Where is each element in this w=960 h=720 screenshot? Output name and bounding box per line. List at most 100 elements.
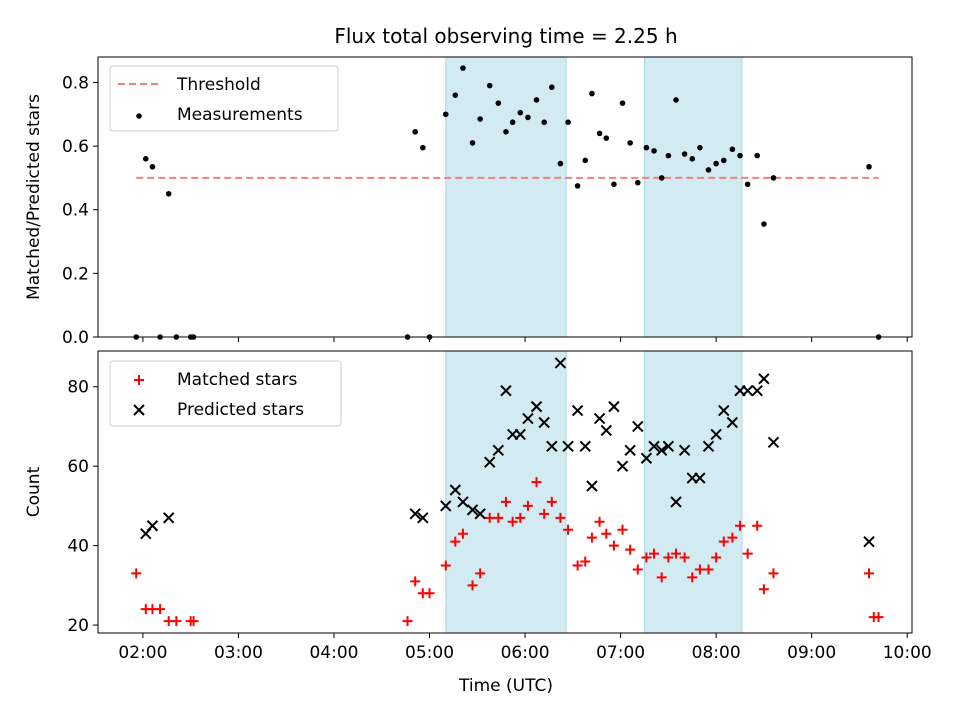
shaded-region [643,350,743,634]
measurement-point [565,119,571,126]
measurement-point [611,181,617,188]
x-tick-label: 07:00 [596,643,645,663]
top-y-axis-label: Matched/Predicted stars [24,94,44,300]
x-axis-label: Time (UTC) [458,676,553,696]
matched-star-point [586,532,597,543]
predicted-star-point [530,400,543,413]
chart-title: Flux total observing time = 2.25 h [334,24,677,48]
x-tick-label: 04:00 [309,643,358,663]
matched-star-point [457,528,468,539]
predicted-star-point [554,357,567,369]
measurement-point [525,114,531,121]
measurement-point [689,156,696,162]
measurement-point [643,144,650,151]
predicted-star-point [662,440,675,453]
x-tick-label: 09:00 [787,643,836,663]
matched-star-point [663,552,674,563]
y-tick-label: 40 [67,537,89,557]
predicted-star-point [718,404,730,417]
matched-star-point [641,552,652,563]
matched-star-point [864,568,875,579]
predicted-star-point [863,535,875,548]
measurement-point [149,163,156,170]
predicted-star-point [608,400,620,413]
matched-star-point [580,556,591,567]
predicted-star-point [571,404,584,417]
matched-star-point [522,500,533,511]
predicted-star-point [449,484,462,496]
matched-star-point [617,524,628,535]
matched-star-point [711,552,722,563]
measurement-point [503,128,509,135]
top-legend-box [109,65,339,132]
predicted-star-point [500,385,512,397]
measurement-point [866,163,872,170]
top-y-axis-ticks: 0.0 0.2 0.4 0.6 0.8 [62,73,98,348]
measurement-point [557,160,564,167]
bottom-y-axis-ticks: 20 40 60 80 [67,378,98,636]
matched-star-point [572,560,583,571]
matched-star-point [671,548,682,559]
x-tick-label: 06:00 [501,643,550,663]
matched-star-point [555,512,566,523]
predicted-star-point [670,496,682,508]
x-tick-label: 08:00 [692,643,741,663]
predicted-stars-series [140,357,875,548]
matched-star-point [649,548,660,559]
predicted-star-point [457,496,469,508]
measurement-point [452,92,459,98]
matched-star-point [539,508,550,519]
matched-star-point [171,616,182,627]
top-shaded-regions [445,56,743,338]
measurement-point [697,144,703,151]
matched-star-point [484,512,495,523]
measurement-point [412,128,418,135]
x-tick-label: 03:00 [214,643,263,663]
matched-star-point [679,552,690,563]
predicted-star-point [514,428,526,441]
predicted-star-point [466,504,479,516]
matched-star-point [507,516,518,527]
matched-star-point [402,616,413,627]
matched-star-point [703,564,714,575]
matched-star-point [768,568,779,579]
matched-star-point [440,560,451,571]
y-tick-label: 0.2 [62,264,89,284]
bottom-legend-box [109,360,342,427]
predicted-star-point [484,456,496,468]
shaded-region [445,56,567,338]
measurements-legend-marker [136,113,142,119]
predicted-star-point [632,420,644,433]
threshold-legend-label: Threshold [176,75,261,95]
measurement-point [619,100,626,106]
predicted-star-point [409,508,421,520]
predicted-star-point [726,416,739,429]
measurement-point [509,119,516,126]
measurement-point [142,156,149,162]
measurement-point [713,160,719,167]
measurement-point [651,148,657,154]
matched-star-point [752,520,763,531]
measurement-point [469,140,476,146]
predicted-star-point [538,416,550,429]
matched-star-point [687,572,698,583]
matched-star-point [131,568,142,579]
matched-star-point [601,528,612,539]
matched-star-point [546,496,557,507]
predicted-star-point [678,444,691,457]
predicted-star-point [694,472,706,484]
measurement-point [720,157,727,164]
predicted-star-point [440,500,452,512]
matched-star-point [563,524,574,535]
measurement-point [603,135,610,141]
predicted-star-point [593,412,606,425]
matched-star-point [450,536,461,547]
measurement-point [627,140,633,146]
y-tick-label: 0.0 [62,328,89,348]
measurement-point [761,221,767,227]
predicted-star-point [702,440,715,453]
predicted-star-point [600,424,612,437]
matched-star-point [608,540,619,551]
matched-star-point [727,532,738,543]
